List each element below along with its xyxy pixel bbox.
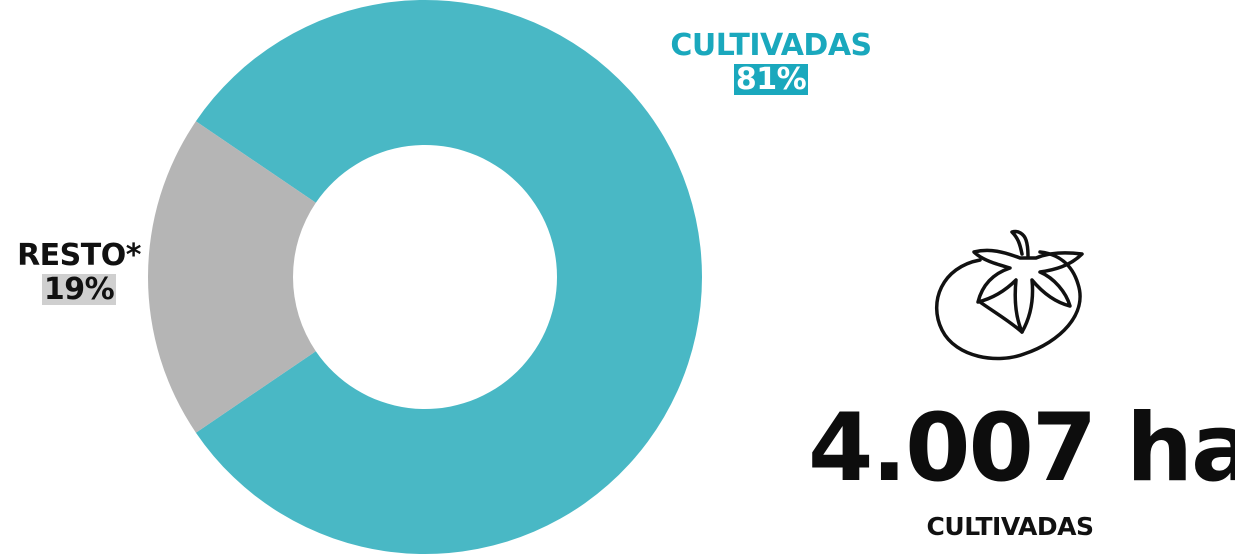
summary-number: 4.007 bbox=[808, 394, 1097, 503]
cultivadas-label-text: CULTIVADAS bbox=[670, 28, 872, 63]
tomato-icon bbox=[934, 229, 1084, 361]
resto-percent-label: 19% bbox=[41, 271, 117, 307]
summary-value: 4.007 ha bbox=[808, 402, 1235, 496]
cultivadas-percent-label: 81% bbox=[733, 61, 809, 97]
resto-label-text: RESTO* bbox=[17, 238, 141, 273]
summary-caption: CULTIVADAS bbox=[926, 512, 1094, 541]
donut-chart bbox=[148, 0, 703, 554]
donut-slice-resto bbox=[148, 121, 316, 433]
donut-slice-cultivadas bbox=[195, 0, 703, 554]
cultivadas-slice-label: CULTIVADAS 81% bbox=[640, 30, 902, 95]
summary-unit: ha bbox=[1126, 394, 1235, 503]
resto-slice-label: RESTO* 19% bbox=[0, 240, 158, 305]
